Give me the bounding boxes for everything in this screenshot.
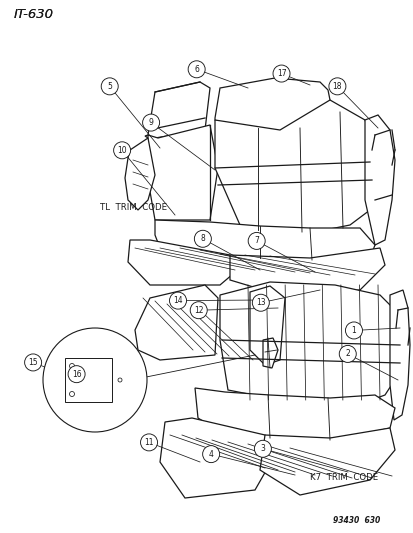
Circle shape [169, 292, 186, 309]
Text: 12: 12 [194, 306, 203, 314]
Polygon shape [65, 358, 112, 402]
Text: 10: 10 [117, 146, 127, 155]
Circle shape [202, 446, 219, 463]
Polygon shape [214, 78, 329, 132]
Circle shape [142, 114, 159, 131]
Polygon shape [389, 290, 409, 420]
Text: 3: 3 [260, 445, 265, 453]
Text: 15: 15 [28, 358, 38, 367]
Text: 8: 8 [200, 235, 205, 243]
Circle shape [254, 440, 271, 457]
Circle shape [344, 322, 362, 339]
Polygon shape [364, 115, 394, 245]
Circle shape [43, 328, 147, 432]
Text: 9: 9 [148, 118, 153, 127]
Text: 4: 4 [208, 450, 213, 458]
Polygon shape [259, 428, 394, 495]
Polygon shape [135, 285, 218, 360]
Polygon shape [230, 248, 384, 295]
Text: 11: 11 [144, 438, 153, 447]
Polygon shape [249, 286, 284, 365]
Text: 7: 7 [254, 237, 259, 245]
Text: 93430  630: 93430 630 [332, 516, 379, 525]
Polygon shape [159, 418, 274, 498]
Circle shape [101, 78, 118, 95]
Circle shape [24, 354, 42, 371]
Text: 1: 1 [351, 326, 356, 335]
Text: K7  TRIM  CODE: K7 TRIM CODE [309, 473, 377, 482]
Circle shape [140, 434, 157, 451]
Text: 17: 17 [276, 69, 286, 78]
Polygon shape [125, 138, 154, 210]
Circle shape [190, 302, 207, 319]
Circle shape [113, 142, 131, 159]
Text: 14: 14 [173, 296, 183, 305]
Circle shape [328, 78, 345, 95]
Text: 18: 18 [332, 82, 341, 91]
Circle shape [338, 345, 356, 362]
Circle shape [272, 65, 290, 82]
Text: 16: 16 [71, 370, 81, 378]
Polygon shape [145, 82, 209, 138]
Text: 6: 6 [194, 65, 199, 74]
Text: 2: 2 [344, 350, 349, 358]
Circle shape [68, 366, 85, 383]
Polygon shape [128, 240, 240, 285]
Circle shape [194, 230, 211, 247]
Circle shape [247, 232, 265, 249]
Text: IT-630: IT-630 [14, 8, 54, 21]
Circle shape [252, 294, 269, 311]
Polygon shape [195, 388, 394, 440]
Text: 5: 5 [107, 82, 112, 91]
Text: IT-630: IT-630 [14, 8, 54, 21]
Polygon shape [154, 220, 374, 260]
Circle shape [188, 61, 205, 78]
Polygon shape [262, 338, 277, 368]
Polygon shape [214, 100, 374, 235]
Text: 13: 13 [255, 298, 265, 307]
Polygon shape [147, 125, 218, 220]
Text: TL  TRIM  CODE: TL TRIM CODE [100, 203, 167, 212]
Polygon shape [219, 282, 399, 408]
